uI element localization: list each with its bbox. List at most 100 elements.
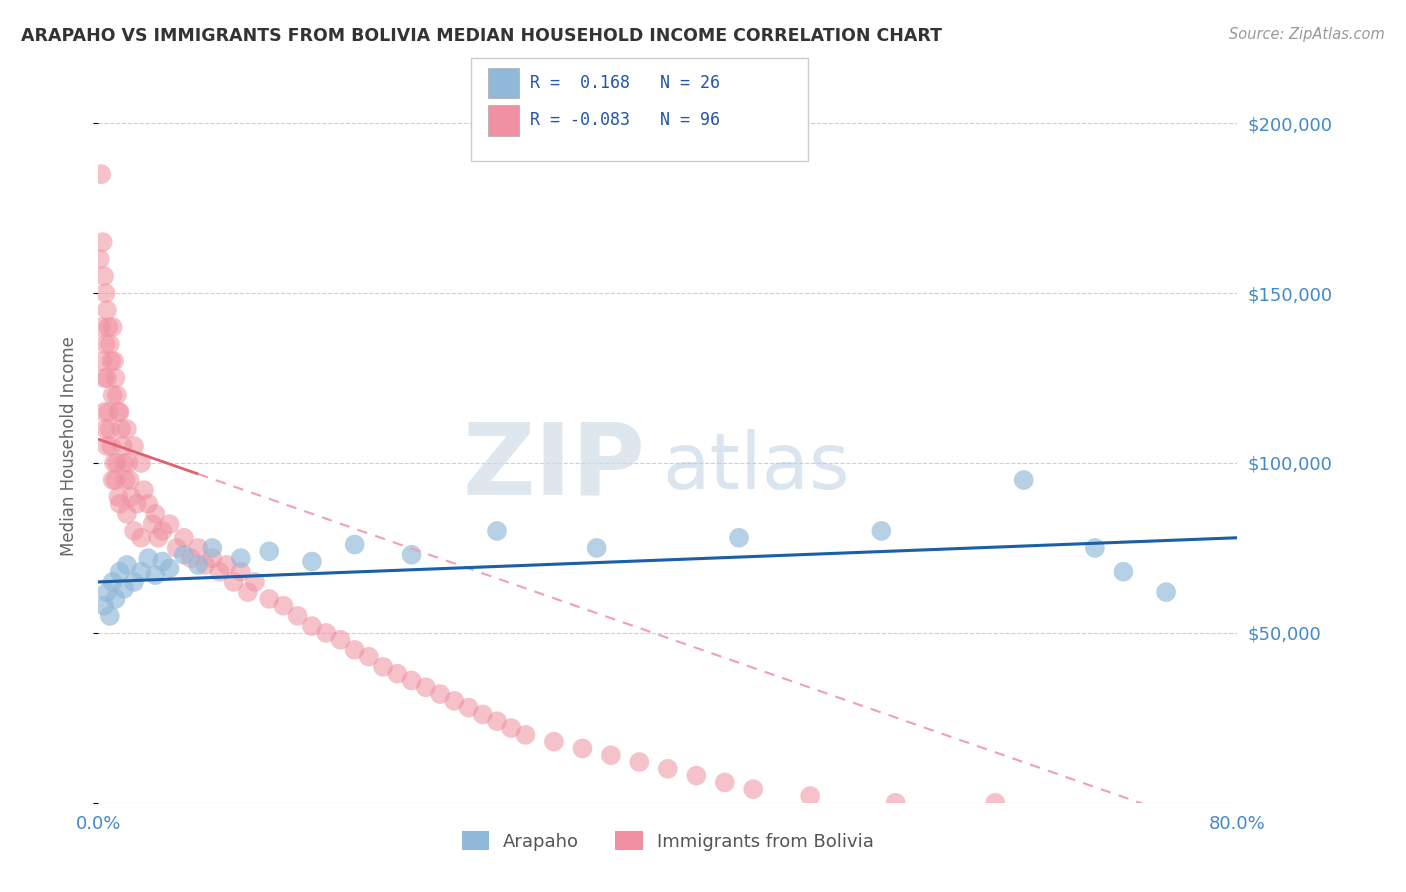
Point	[208, 565, 231, 579]
Point	[215, 558, 238, 572]
Point	[104, 371, 127, 385]
Point	[111, 439, 134, 453]
Text: atlas: atlas	[662, 429, 849, 506]
Point	[110, 422, 132, 436]
Point	[101, 473, 124, 487]
Point	[515, 728, 537, 742]
Point	[93, 371, 115, 385]
Point	[115, 558, 138, 572]
Point	[96, 585, 118, 599]
Point	[984, 796, 1007, 810]
Point	[657, 762, 679, 776]
Point	[457, 700, 479, 714]
Point	[287, 608, 309, 623]
Point	[91, 235, 114, 249]
Point	[799, 789, 821, 803]
Point	[585, 541, 607, 555]
Point	[145, 568, 167, 582]
Point	[628, 755, 651, 769]
Point	[301, 619, 323, 633]
Point	[486, 524, 509, 538]
Text: R =  0.168   N = 26: R = 0.168 N = 26	[530, 74, 720, 92]
Point	[742, 782, 765, 797]
Point	[180, 551, 202, 566]
Point	[136, 551, 159, 566]
Point	[118, 473, 141, 487]
Point	[401, 548, 423, 562]
Point	[93, 405, 115, 419]
Point	[1112, 565, 1135, 579]
Point	[259, 591, 281, 606]
Point	[571, 741, 593, 756]
Point	[1012, 473, 1035, 487]
Point	[159, 517, 181, 532]
Point	[120, 490, 142, 504]
Point	[152, 524, 174, 538]
Point	[89, 252, 111, 266]
Point	[884, 796, 907, 810]
Legend: Arapaho, Immigrants from Bolivia: Arapaho, Immigrants from Bolivia	[454, 824, 882, 858]
Point	[343, 537, 366, 551]
Point	[103, 354, 125, 368]
Point	[103, 456, 125, 470]
Point	[870, 524, 893, 538]
Point	[115, 422, 138, 436]
Point	[222, 574, 245, 589]
Point	[122, 524, 145, 538]
Point	[187, 558, 209, 572]
Point	[112, 456, 135, 470]
Point	[108, 497, 131, 511]
Point	[229, 551, 252, 566]
Point	[714, 775, 737, 789]
Point	[229, 565, 252, 579]
Point	[104, 591, 127, 606]
Point	[173, 531, 195, 545]
Point	[96, 303, 118, 318]
Point	[93, 599, 115, 613]
Point	[685, 769, 707, 783]
Point	[129, 531, 152, 545]
Point	[728, 531, 751, 545]
Point	[371, 660, 394, 674]
Point	[96, 439, 118, 453]
Y-axis label: Median Household Income: Median Household Income	[59, 336, 77, 556]
Point	[101, 574, 124, 589]
Point	[97, 405, 120, 419]
Point	[122, 574, 145, 589]
Point	[152, 555, 174, 569]
Text: ZIP: ZIP	[463, 419, 645, 516]
Point	[129, 456, 152, 470]
Point	[159, 561, 181, 575]
Point	[98, 608, 121, 623]
Point	[415, 680, 437, 694]
Point	[93, 269, 115, 284]
Point	[90, 320, 112, 334]
Point	[1084, 541, 1107, 555]
Point	[100, 354, 122, 368]
Point	[145, 507, 167, 521]
Point	[486, 714, 509, 729]
Point	[107, 405, 129, 419]
Point	[112, 582, 135, 596]
Point	[101, 388, 124, 402]
Point	[136, 497, 159, 511]
Point	[236, 585, 259, 599]
Point	[104, 473, 127, 487]
Point	[107, 490, 129, 504]
Point	[273, 599, 295, 613]
Point	[243, 574, 266, 589]
Point	[194, 558, 217, 572]
Point	[357, 649, 380, 664]
Text: Source: ZipAtlas.com: Source: ZipAtlas.com	[1229, 27, 1385, 42]
Point	[501, 721, 523, 735]
Point	[108, 405, 131, 419]
Point	[100, 439, 122, 453]
Point	[96, 371, 118, 385]
Point	[1154, 585, 1177, 599]
Point	[122, 439, 145, 453]
Point	[94, 422, 117, 436]
Point	[173, 548, 195, 562]
Text: R = -0.083   N = 96: R = -0.083 N = 96	[530, 112, 720, 129]
Point	[94, 337, 117, 351]
Point	[343, 643, 366, 657]
